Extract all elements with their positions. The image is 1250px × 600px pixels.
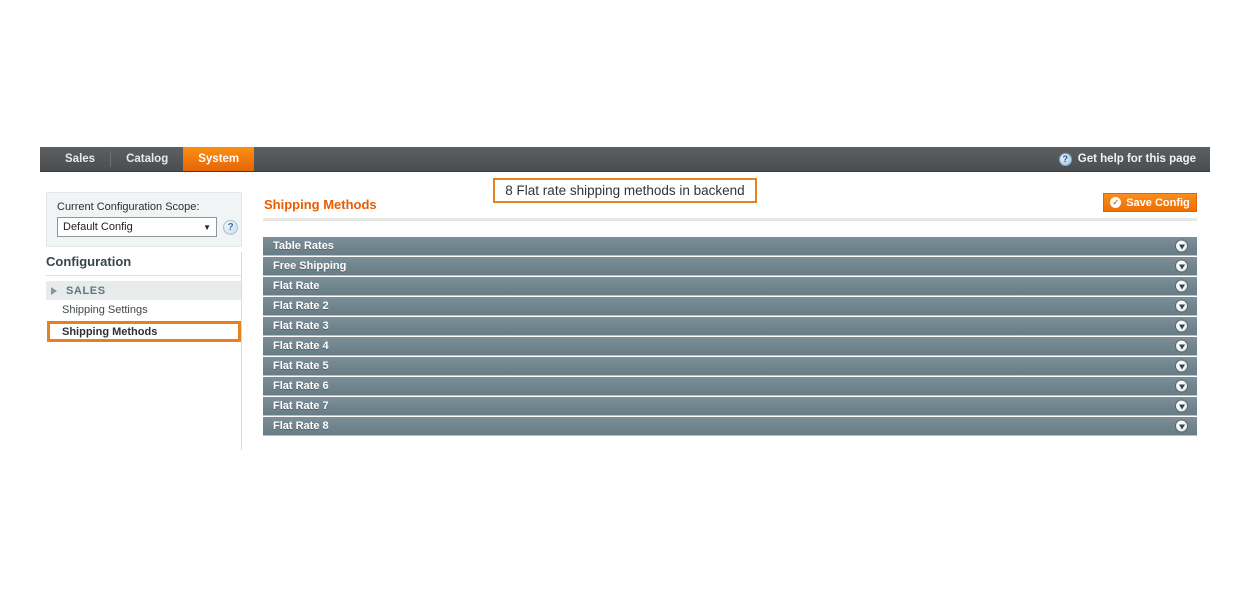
collapse-toggle-icon[interactable]	[1175, 239, 1188, 253]
section-label: Flat Rate 5	[273, 360, 329, 372]
section-row-flat-rate-3[interactable]: Flat Rate 3	[263, 317, 1197, 336]
scope-selected-value: Default Config	[63, 221, 133, 233]
configuration-heading: Configuration	[46, 254, 242, 276]
sales-section-label: SALES	[66, 284, 106, 297]
get-help-label: Get help for this page	[1077, 153, 1196, 165]
check-icon: ✓	[1110, 197, 1122, 208]
section-row-flat-rate-6[interactable]: Flat Rate 6	[263, 377, 1197, 396]
get-help-link[interactable]: ? Get help for this page	[1058, 147, 1210, 171]
collapse-toggle-icon[interactable]	[1175, 419, 1188, 433]
collapse-toggle-icon[interactable]	[1175, 319, 1188, 333]
nav-tab-separator	[110, 151, 112, 167]
scope-select[interactable]: Default Config ▼	[57, 217, 217, 237]
collapse-toggle-icon[interactable]	[1175, 359, 1188, 373]
dropdown-caret-icon: ▼	[203, 222, 211, 232]
nav-tab-sales[interactable]: Sales	[65, 153, 96, 165]
page-title: Shipping Methods	[264, 197, 377, 212]
top-nav-bar: Sales Catalog System ? Get help for this…	[40, 147, 1210, 172]
sidebar-item-shipping-settings[interactable]: Shipping Settings	[62, 304, 148, 316]
section-row-flat-rate[interactable]: Flat Rate	[263, 277, 1197, 296]
shipping-methods-label: Shipping Methods	[62, 325, 158, 338]
section-label: Table Rates	[273, 240, 334, 252]
section-label: Flat Rate 6	[273, 380, 329, 392]
section-row-flat-rate-4[interactable]: Flat Rate 4	[263, 337, 1197, 356]
sidebar-section-sales[interactable]: SALES	[46, 281, 242, 300]
nav-tab-catalog[interactable]: Catalog	[126, 153, 169, 165]
sidebar-divider	[241, 252, 242, 450]
section-label: Flat Rate 2	[273, 300, 329, 312]
section-row-table-rates[interactable]: Table Rates	[263, 237, 1197, 256]
annotation-callout: 8 Flat rate shipping methods in backend	[493, 178, 757, 203]
header-divider	[263, 218, 1197, 221]
nav-tabs: Sales Catalog System	[40, 147, 255, 171]
collapse-toggle-icon[interactable]	[1175, 339, 1188, 353]
section-row-flat-rate-5[interactable]: Flat Rate 5	[263, 357, 1197, 376]
save-config-button[interactable]: ✓ Save Config	[1103, 193, 1197, 212]
collapse-toggle-icon[interactable]	[1175, 399, 1188, 413]
collapse-toggle-icon[interactable]	[1175, 259, 1188, 273]
nav-tab-system[interactable]: System	[183, 147, 255, 171]
scope-row: Default Config ▼ ?	[57, 217, 241, 237]
section-row-flat-rate-7[interactable]: Flat Rate 7	[263, 397, 1197, 416]
section-row-free-shipping[interactable]: Free Shipping	[263, 257, 1197, 276]
section-label: Flat Rate 4	[273, 340, 329, 352]
section-label: Flat Rate 7	[273, 400, 329, 412]
scope-help-icon[interactable]: ?	[223, 219, 238, 235]
collapse-toggle-icon[interactable]	[1175, 299, 1188, 313]
section-row-flat-rate-2[interactable]: Flat Rate 2	[263, 297, 1197, 316]
save-config-label: Save Config	[1126, 196, 1190, 209]
section-label: Flat Rate 8	[273, 420, 329, 432]
help-question-icon: ?	[1058, 152, 1072, 166]
collapse-toggle-icon[interactable]	[1175, 279, 1188, 293]
section-arrow-icon	[51, 286, 57, 295]
scope-label: Current Configuration Scope:	[57, 201, 200, 213]
configuration-scope-panel: Current Configuration Scope: Default Con…	[46, 192, 242, 247]
collapse-toggle-icon[interactable]	[1175, 379, 1188, 393]
shipping-methods-accordion: Table Rates Free Shipping Flat Rate Flat…	[263, 237, 1197, 437]
sidebar-item-shipping-methods[interactable]: Shipping Methods	[47, 321, 241, 342]
section-label: Flat Rate	[273, 280, 320, 292]
section-row-flat-rate-8[interactable]: Flat Rate 8	[263, 417, 1197, 436]
section-label: Flat Rate 3	[273, 320, 329, 332]
section-label: Free Shipping	[273, 260, 347, 272]
